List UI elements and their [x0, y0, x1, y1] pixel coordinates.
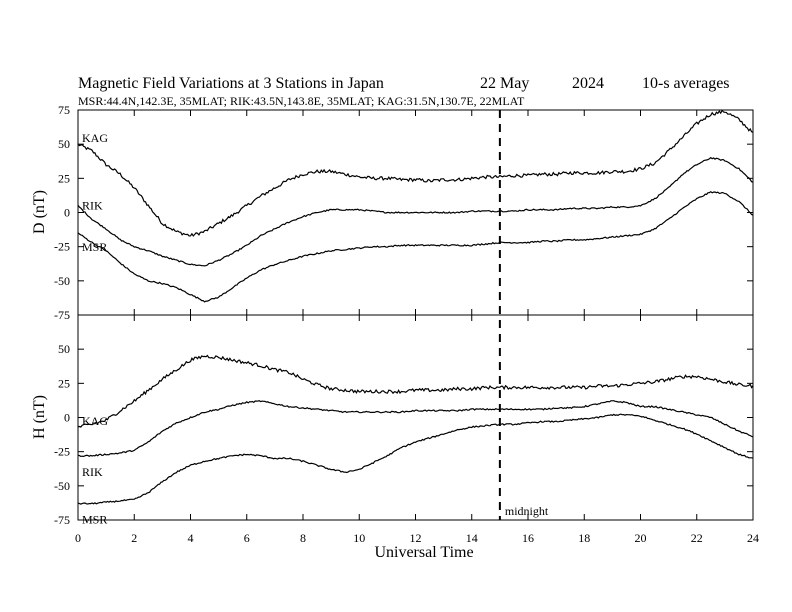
- series-line-kag-d: [77, 109, 754, 237]
- x-tick-label: 24: [747, 531, 759, 545]
- y-tick-label: 0: [64, 411, 70, 425]
- series-label-kag: KAG: [82, 414, 108, 428]
- y-tick-label: 50: [58, 137, 70, 151]
- y-tick-label: 0: [64, 206, 70, 220]
- x-tick-label: 2: [131, 531, 137, 545]
- x-tick-label: 4: [188, 531, 194, 545]
- series-label-msr: MSR: [82, 513, 107, 527]
- y-tick-label: -50: [54, 479, 70, 493]
- midnight-label: midnight: [505, 504, 549, 518]
- series-label-rik: RIK: [82, 199, 103, 213]
- chart-year: 2024: [572, 75, 604, 92]
- y-tick-label: -75: [54, 308, 70, 322]
- x-axis-title: Universal Time: [374, 544, 473, 561]
- y-tick-label: 50: [58, 342, 70, 356]
- chart-subtitle: MSR:44.4N,142.3E, 35MLAT; RIK:43.5N,143.…: [78, 94, 525, 108]
- y-tick-label: -50: [54, 274, 70, 288]
- series-lines: [77, 109, 754, 505]
- series-line-msr-h: [77, 413, 754, 505]
- x-tick-label: 20: [635, 531, 647, 545]
- y-tick-label: 25: [58, 376, 70, 390]
- tick-labels: 75 50 25 0 -25 -50 -75 KAG RIK MSR 50 25 0 -25 -50 -75 K…: [54, 103, 759, 545]
- y-tick-label: -25: [54, 240, 70, 254]
- x-tick-label: 10: [353, 531, 365, 545]
- y-tick-label: 75: [58, 103, 70, 117]
- series-line-rik-d: [77, 156, 754, 267]
- y-axis-title-d: D (nT): [31, 190, 48, 234]
- chart-title: Magnetic Field Variations at 3 Stations …: [78, 75, 384, 92]
- chart-date: 22 May: [480, 75, 529, 92]
- x-tick-label: 22: [691, 531, 703, 545]
- panel-h-frame: [77, 314, 754, 521]
- series-line-kag-h: [77, 354, 754, 428]
- x-tick-label: 6: [244, 531, 250, 545]
- x-tick-label: 0: [75, 531, 81, 545]
- series-label-kag: KAG: [82, 131, 108, 145]
- y-axis-title-h: H (nT): [31, 395, 48, 439]
- chart-averaging: 10-s averages: [642, 75, 730, 92]
- x-tick-label: 14: [466, 531, 478, 545]
- y-tick-label: 25: [58, 171, 70, 185]
- x-tick-label: 12: [410, 531, 422, 545]
- series-line-rik-h: [77, 400, 754, 458]
- series-label-rik: RIK: [82, 465, 103, 479]
- axis-ticks: [77, 109, 754, 521]
- y-tick-label: -25: [54, 445, 70, 459]
- x-tick-label: 16: [522, 531, 534, 545]
- series-line-msr-d: [77, 190, 754, 303]
- x-tick-label: 8: [300, 531, 306, 545]
- y-tick-label: -75: [54, 513, 70, 527]
- x-tick-label: 18: [578, 531, 590, 545]
- series-label-msr: MSR: [82, 240, 107, 254]
